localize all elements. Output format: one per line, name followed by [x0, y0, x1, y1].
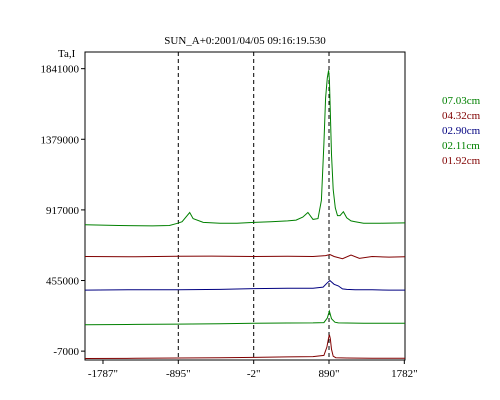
- legend-entry-1: 04.32cm: [442, 110, 481, 122]
- plot-frame: [84, 51, 406, 361]
- series-line-1: [84, 253, 406, 260]
- y-tick-label-4: -7000: [53, 346, 79, 358]
- chart-title: SUN_A+0:2001/04/05 09:16:19.530: [164, 35, 326, 47]
- y-tick-label-3: 455000: [46, 276, 80, 288]
- x-tick-label-2: -2": [247, 368, 261, 380]
- y-axis: 1841000 1379000 917000 455000 -7000: [41, 64, 85, 358]
- legend-entry-4: 01.92cm: [442, 155, 481, 167]
- series-line-0: [84, 70, 406, 227]
- legend-entry-3: 02.11cm: [442, 140, 480, 152]
- y-tick-label-1: 1379000: [41, 134, 80, 146]
- x-tick-label-1: -895": [166, 368, 191, 380]
- x-tick-label-3: 890": [319, 368, 340, 380]
- x-axis: -1787" -895" -2" 890" 1782": [88, 360, 418, 380]
- y-tick-label-0: 1841000: [41, 64, 80, 76]
- series-line-4: [84, 334, 406, 359]
- legend-entry-0: 07.03cm: [442, 95, 481, 107]
- legend: 07.03cm 04.32cm 02.90cm 02.11cm 01.92cm: [442, 95, 481, 167]
- series-line-3: [84, 309, 405, 326]
- x-tick-label-0: -1787": [88, 368, 118, 380]
- y-tick-label-2: 917000: [46, 205, 80, 217]
- legend-entry-2: 02.90cm: [442, 125, 481, 137]
- reference-lines: [177, 52, 330, 360]
- y-axis-label: Ta,I: [58, 48, 76, 60]
- x-tick-label-4: 1782": [391, 368, 418, 380]
- series-layer: [84, 70, 406, 359]
- series-line-2: [84, 279, 405, 291]
